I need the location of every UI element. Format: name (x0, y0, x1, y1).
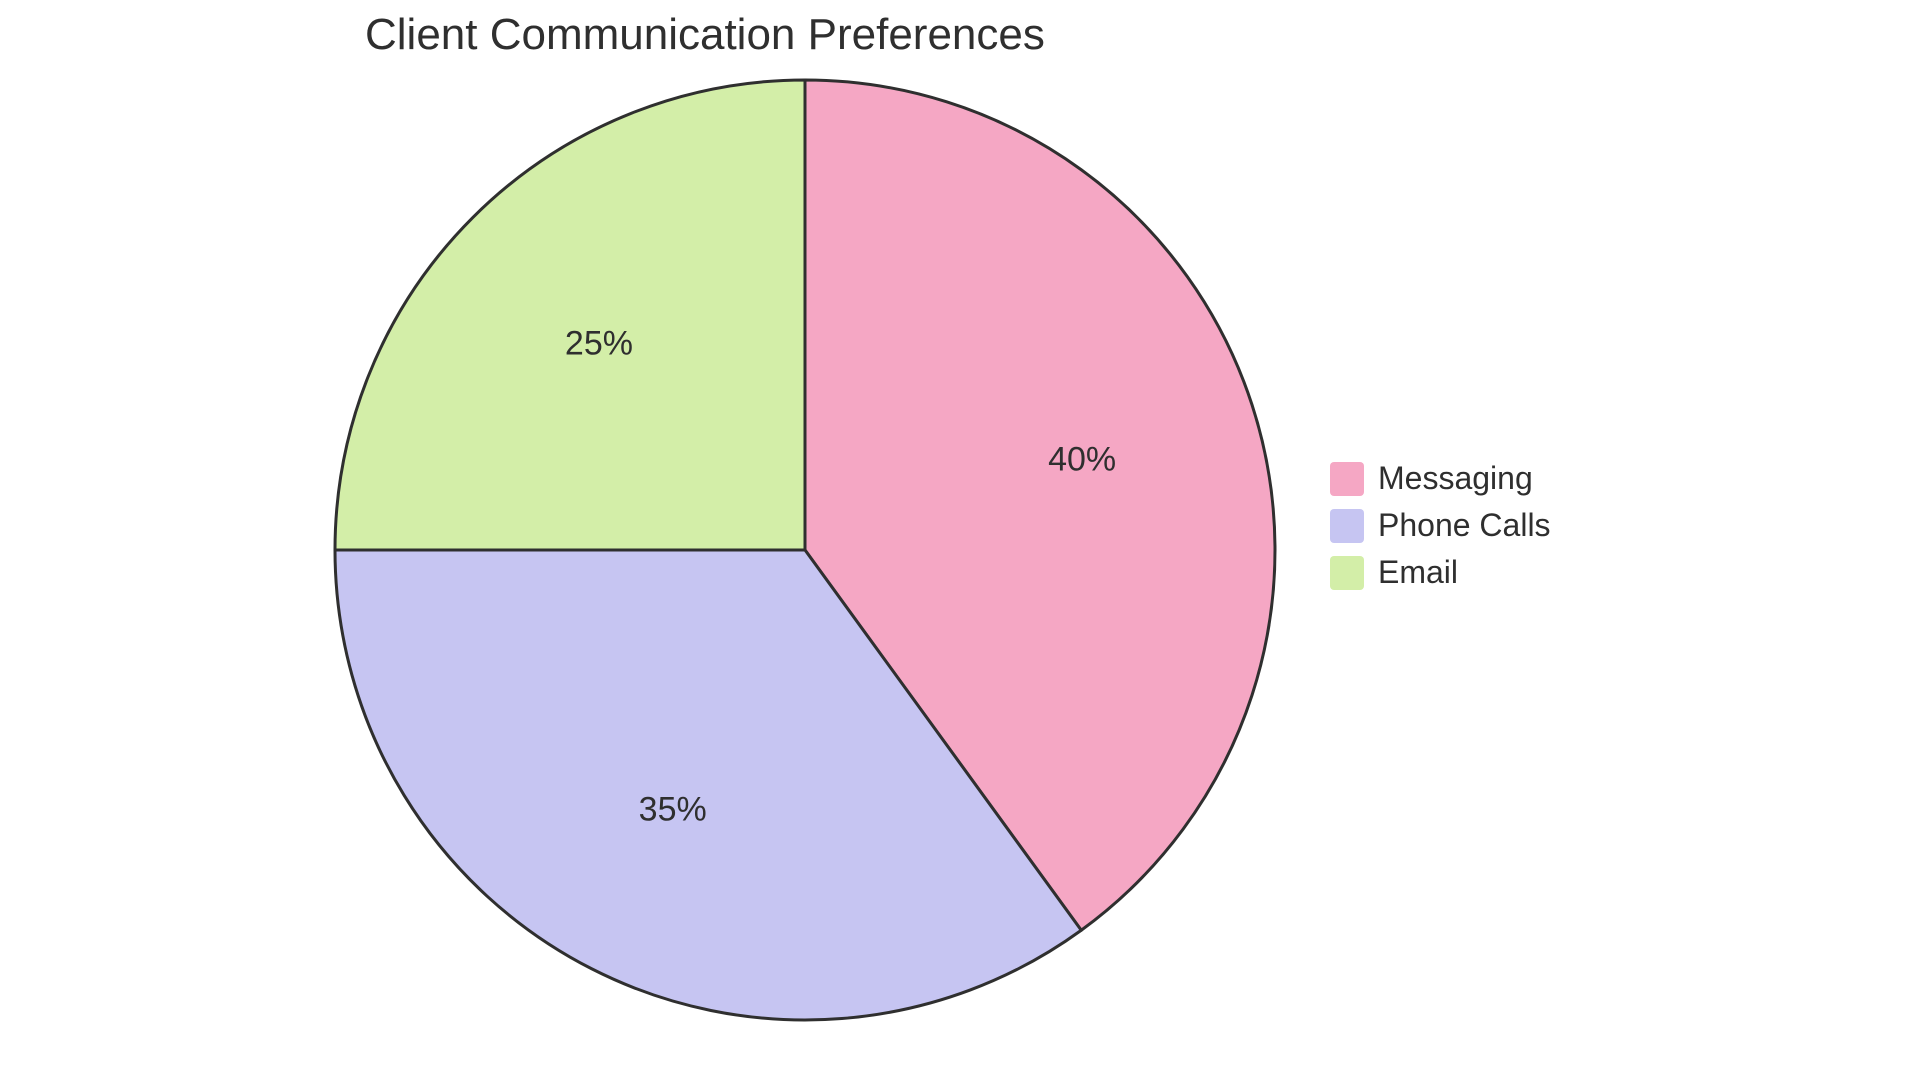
legend-swatch (1330, 509, 1364, 543)
legend: Messaging Phone Calls Email (1330, 460, 1551, 601)
legend-item: Email (1330, 554, 1551, 591)
pie-slice-label: 40% (1048, 440, 1116, 479)
chart-stage: Client Communication Preferences Messagi… (0, 0, 1920, 1080)
legend-item: Phone Calls (1330, 507, 1551, 544)
legend-item: Messaging (1330, 460, 1551, 497)
pie-slice-label: 35% (639, 790, 707, 829)
legend-label: Email (1378, 554, 1458, 591)
pie-chart-svg (0, 0, 1920, 1080)
legend-label: Phone Calls (1378, 507, 1551, 544)
legend-swatch (1330, 462, 1364, 496)
legend-label: Messaging (1378, 460, 1533, 497)
pie-slice-label: 25% (565, 324, 633, 363)
legend-swatch (1330, 556, 1364, 590)
pie-slice (335, 80, 805, 550)
